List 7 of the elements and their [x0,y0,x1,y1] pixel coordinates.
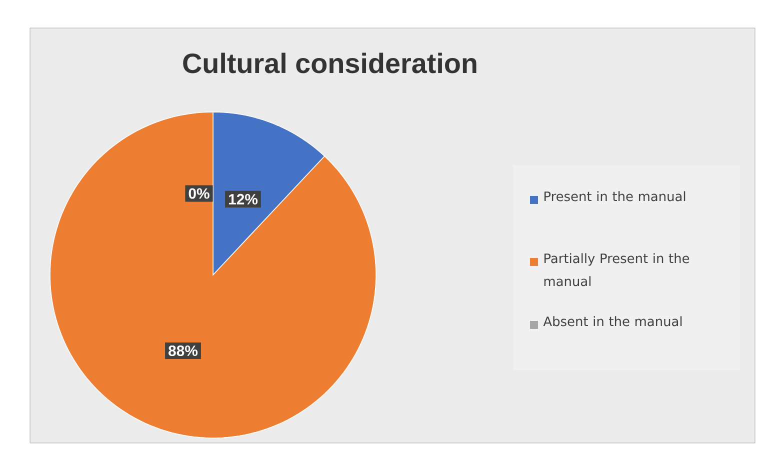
legend-label: Absent in the manual [543,316,682,326]
legend-label: Present in the manual [544,191,686,202]
legend-label: Partially Present in the manual [544,253,690,286]
data-label: 88% [168,345,198,356]
text: 0% [188,188,210,199]
chart-title: Cultural consideration [183,52,476,74]
data-label: 12% [229,194,258,204]
